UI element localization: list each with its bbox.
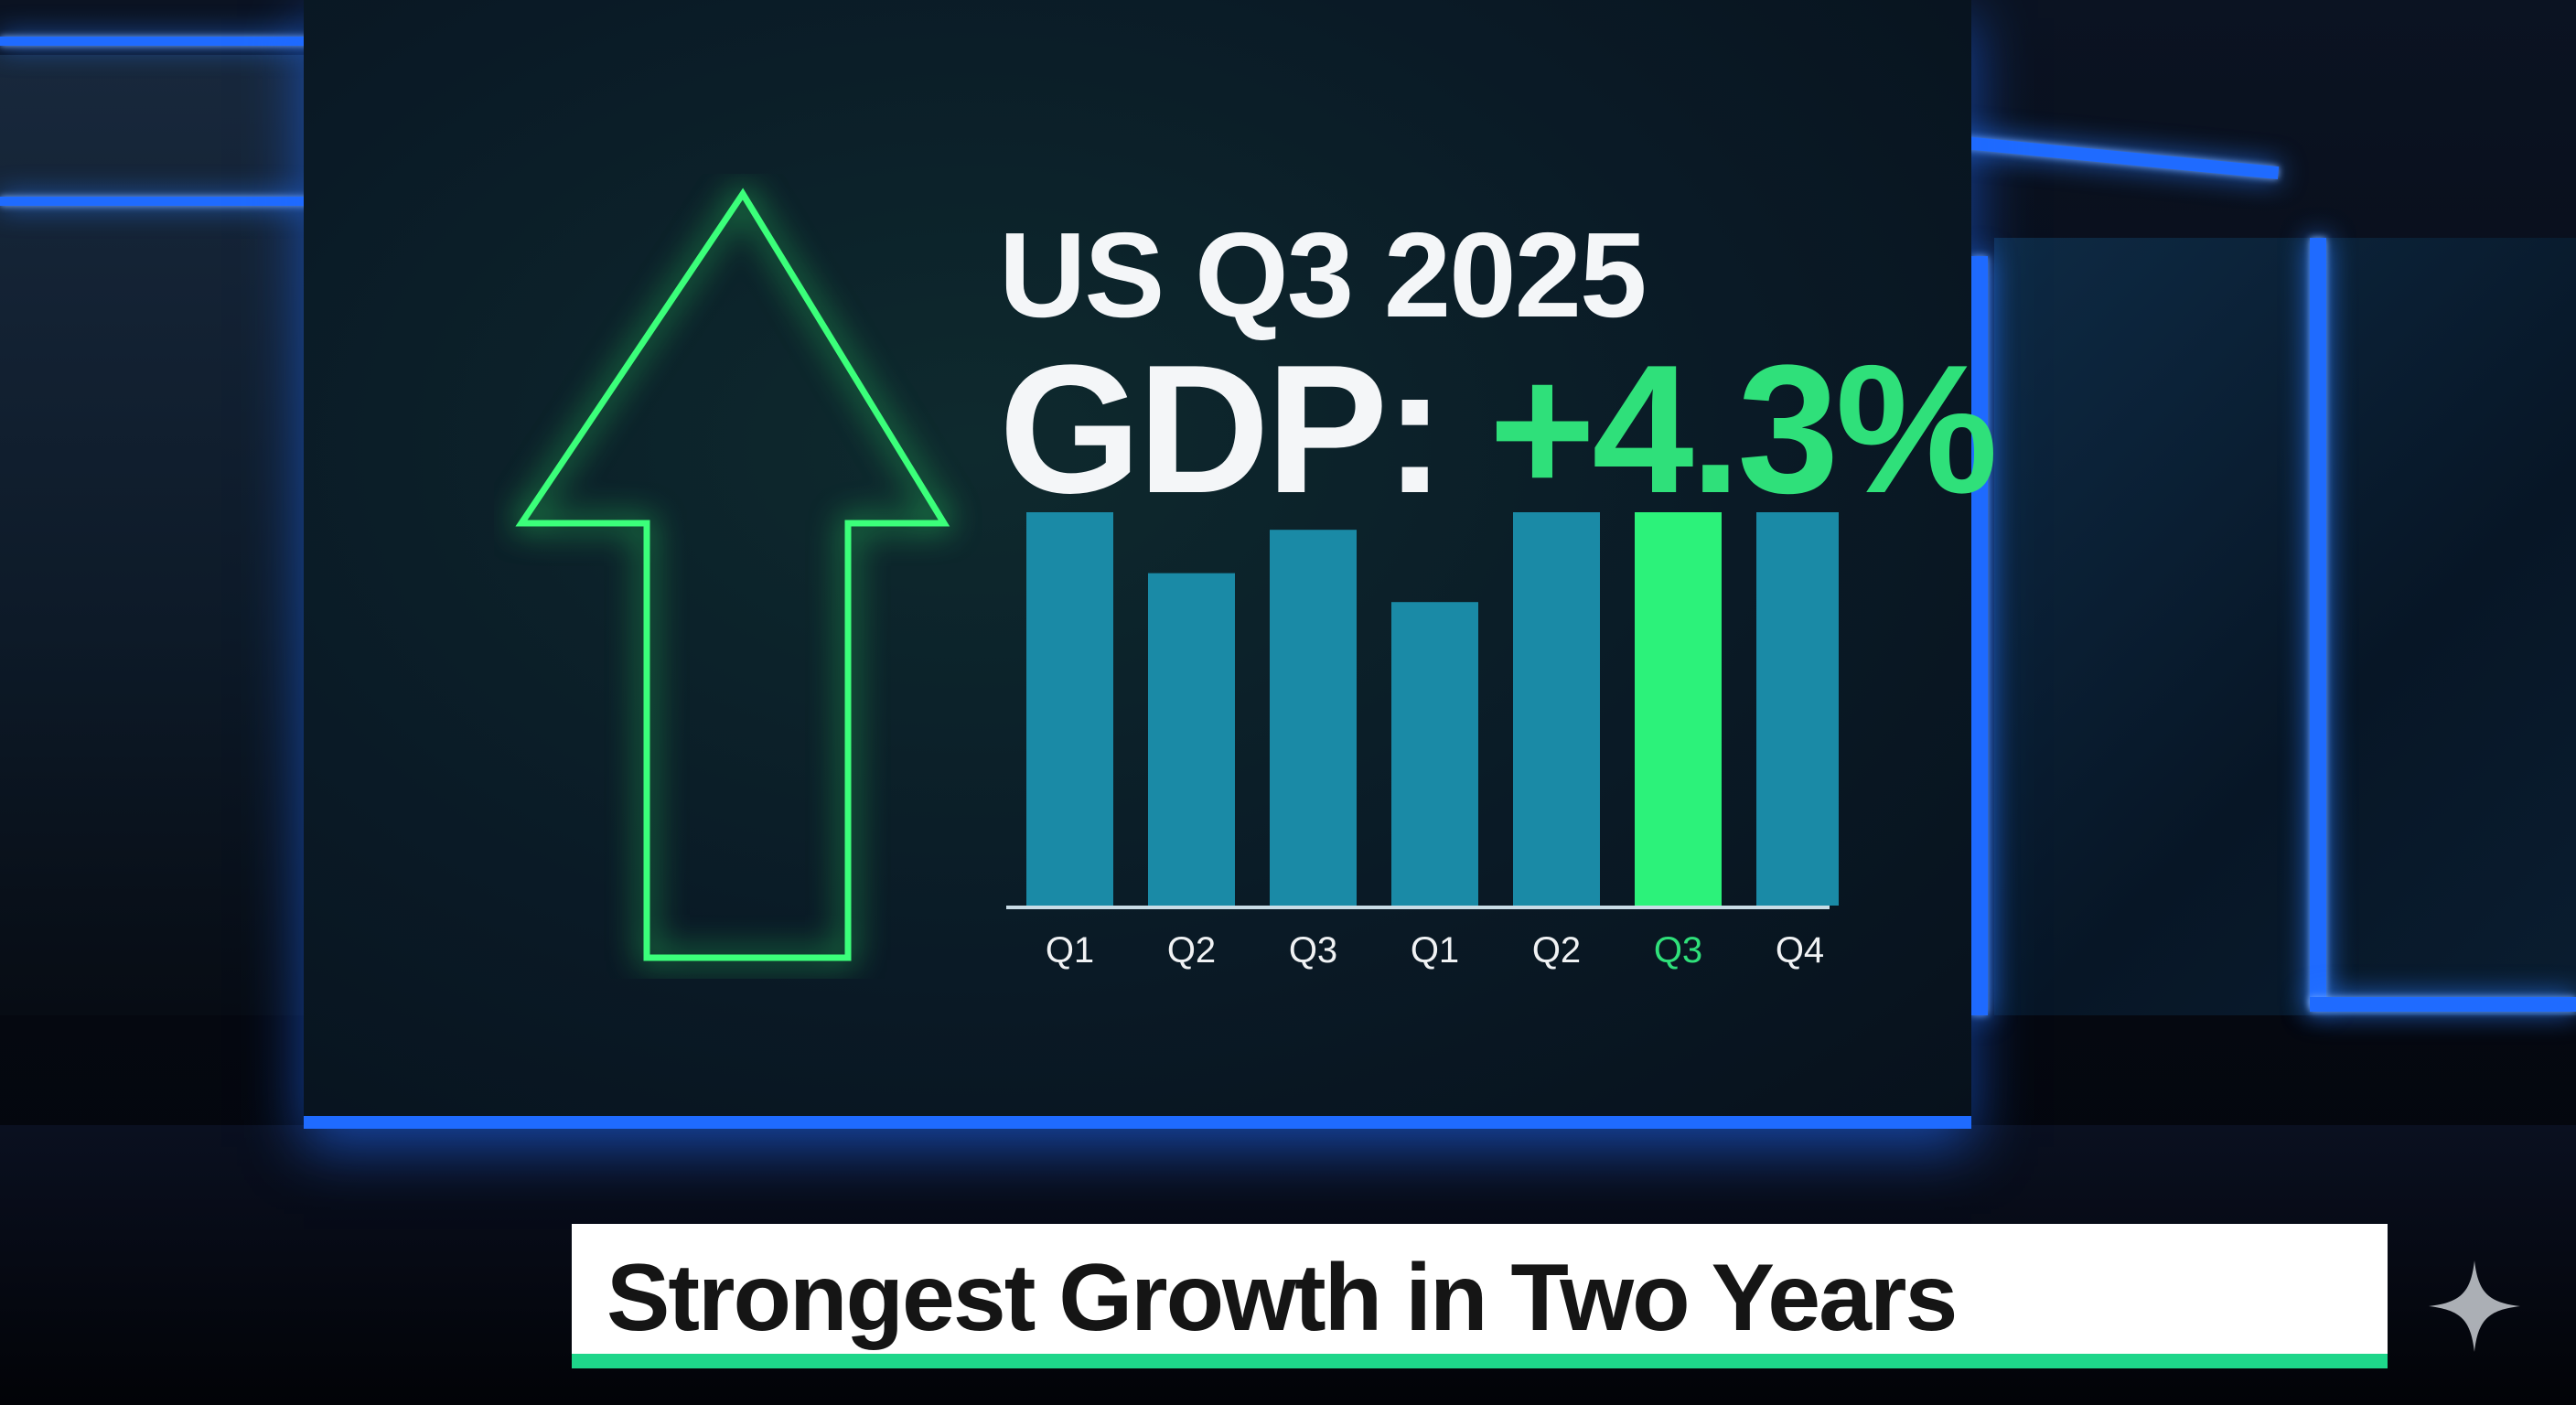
x-tick-label: Q1 [1046,930,1094,971]
x-tick-label: Q1 [1411,930,1459,971]
bar-q3 [1270,530,1357,906]
bar-q1 [1026,512,1113,906]
neon-strip [2310,997,2576,1012]
neon-pillar [1971,256,1988,1015]
background-wall [1994,238,2576,1015]
bar-q2 [1148,573,1235,906]
headline-gdp: GDP: +4.3% [999,338,1998,521]
bar-q1 [1391,602,1478,906]
bar-q3 [1635,512,1722,906]
gdp-value: +4.3% [1488,327,1999,531]
lower-third-banner: Strongest Growth in Two Years [572,1224,2388,1368]
sparkle-icon [2429,1260,2520,1352]
bar-q4 [1756,512,1839,906]
x-tick-label: Q2 [1532,930,1581,971]
x-tick-label: Q2 [1167,930,1216,971]
background-office [0,55,320,1015]
bar-q2 [1513,512,1600,906]
up-arrow-icon [515,188,950,961]
gdp-label: GDP: [999,327,1445,531]
x-tick-label: Q4 [1776,930,1824,971]
x-tick-label: Q3 [1289,930,1337,971]
x-tick-label: Q3 [1654,930,1702,971]
headline-period: US Q3 2025 [999,208,1647,342]
neon-strip [0,197,311,206]
lower-third-text: Strongest Growth in Two Years [606,1245,1958,1351]
neon-strip [0,37,311,46]
neon-pillar [2310,238,2326,1006]
gdp-bar-chart: Q1 Q2 Q3 Q1 Q2 Q3 Q4 [1006,512,1839,971]
